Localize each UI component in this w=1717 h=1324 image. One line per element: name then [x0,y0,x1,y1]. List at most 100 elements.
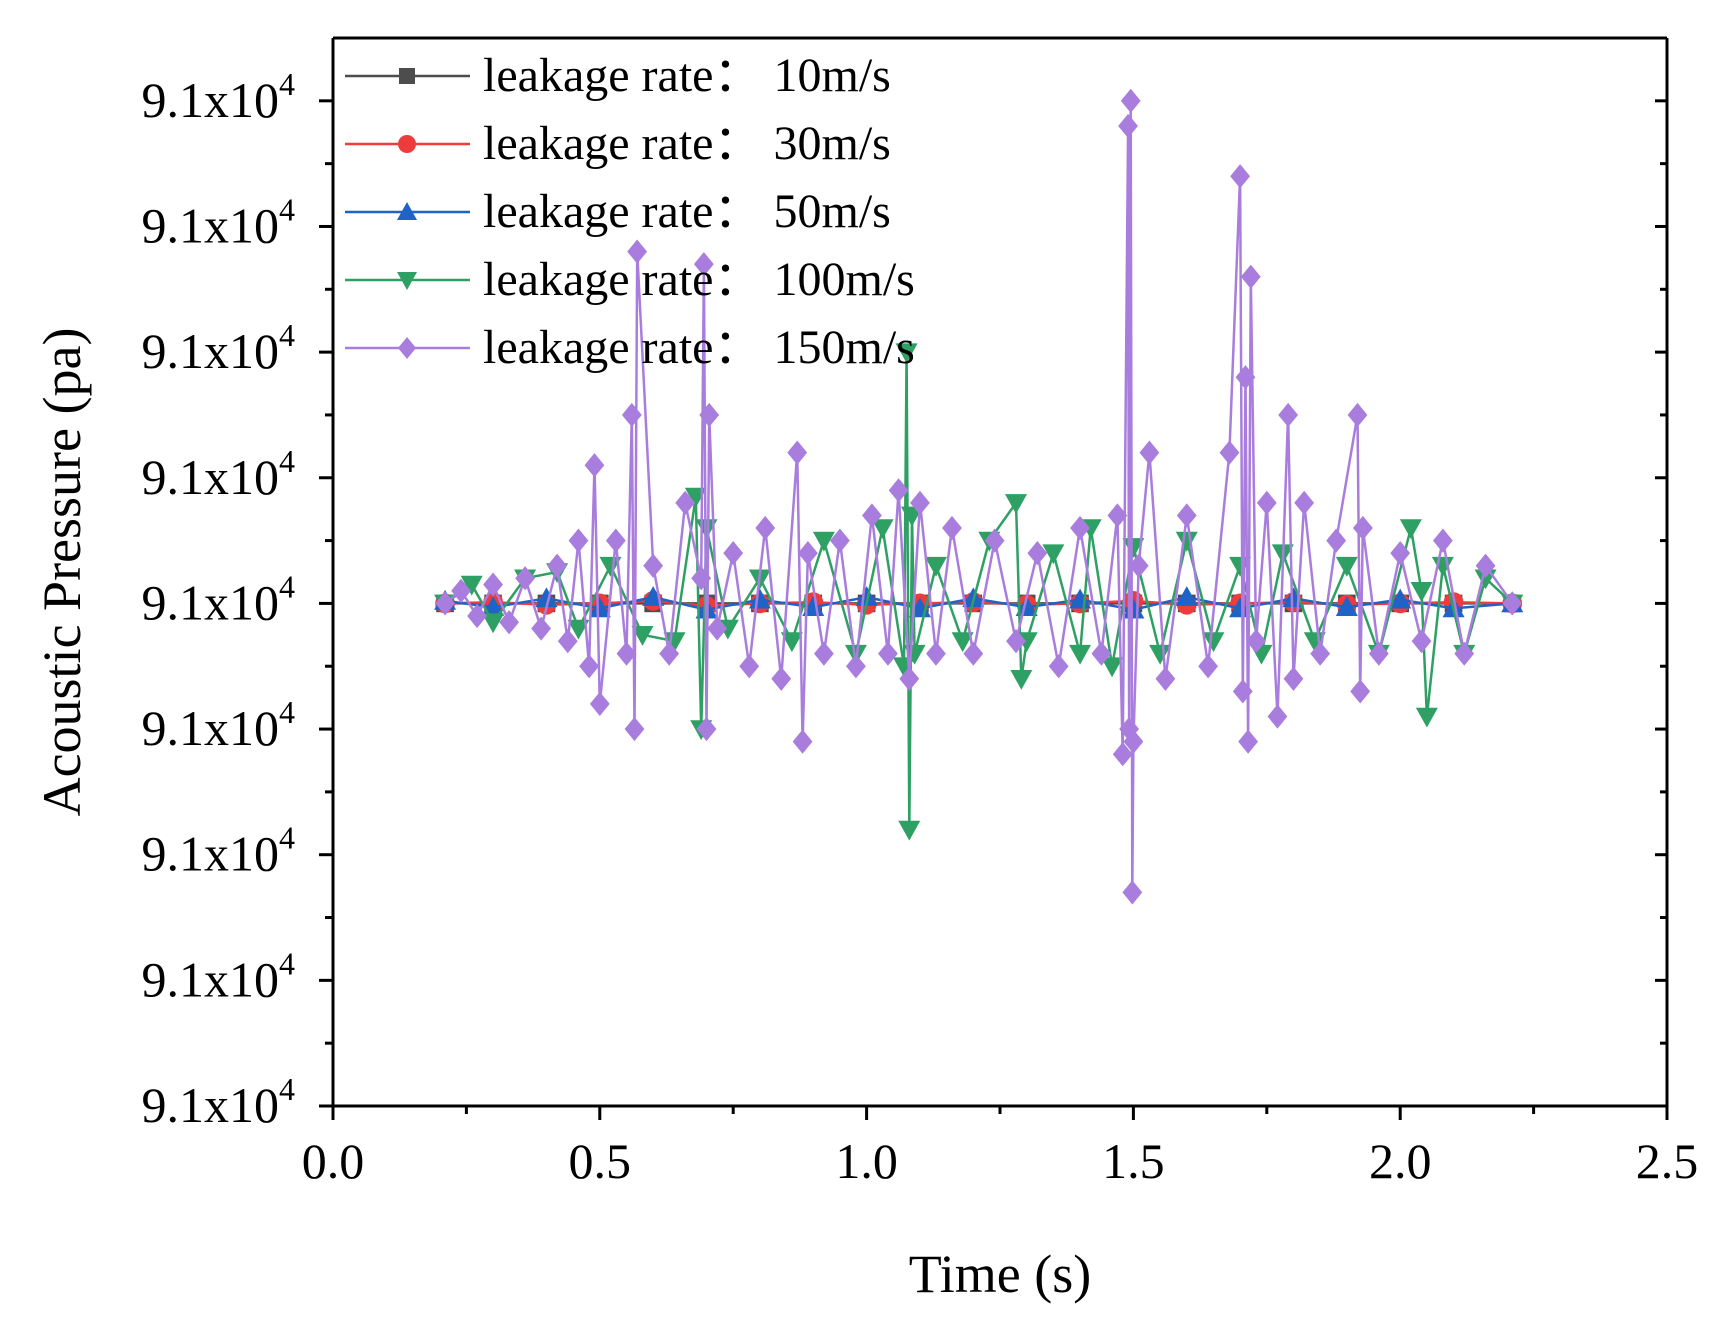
y-tick-mantissa: 9.1x10 [142,826,280,882]
y-tick-label: 9.1x104 [142,443,296,505]
data-point [846,654,866,679]
y-tick-mantissa: 9.1x10 [142,700,280,756]
data-point [792,729,813,754]
data-point [1238,729,1259,754]
data-point [451,578,471,603]
data-point [1175,531,1198,552]
legend-marker [398,135,416,153]
data-point [812,531,835,552]
data-point [924,556,947,577]
y-tick-mantissa: 9.1x10 [142,449,280,505]
y-tick-mantissa: 9.1x10 [142,1077,280,1133]
x-tick-label: 2.0 [1369,1133,1432,1189]
data-point [515,566,535,591]
data-point [903,644,926,665]
data-point [579,654,600,679]
data-point [984,528,1005,553]
legend: leakage rate： 10m/s leakage rate： 30m/s le… [345,49,915,374]
data-point [1101,657,1124,678]
data-point [1335,596,1358,616]
data-point [1415,707,1438,728]
data-point [531,616,552,641]
data-point [435,591,455,616]
data-point [1310,641,1331,666]
legend-marker [397,202,417,220]
x-axis-title: Time (s) [909,1244,1092,1304]
data-point [830,528,850,553]
data-point [699,402,720,428]
data-point [798,541,818,566]
series-5 [435,88,1523,905]
data-point [707,616,728,641]
data-point [1368,641,1389,666]
y-tick-mantissa: 9.1x10 [142,951,280,1007]
legend-entry: leakage rate： 150m/s [345,321,915,374]
legend-marker [399,68,415,84]
data-point [1410,582,1433,602]
legend-label: leakage rate： 100m/s [483,253,915,306]
y-tick-exponent: 4 [279,820,295,856]
axes-layer: 0.0 0.5 1.0 1.5 2.0 2.59.1x1049.1x1049.1x1049… [142,36,1698,1189]
y-tick-exponent: 4 [279,568,295,604]
data-point [1347,402,1368,428]
data-point [1219,440,1240,465]
data-point [1091,641,1112,666]
data-point [1411,629,1432,654]
data-point [926,641,946,666]
series-line [444,100,1514,893]
data-point [631,626,654,646]
data-point [1303,632,1326,653]
data-point [780,632,803,653]
data-point [1278,402,1299,428]
data-point [588,597,611,618]
data-point [1069,588,1092,609]
data-point [568,528,589,553]
y-tick-label: 9.1x104 [142,317,296,379]
y-axis-title: Acoustic Pressure (pa) [32,328,92,817]
data-point [1294,490,1315,515]
data-point [1256,490,1277,515]
data-point [1112,742,1133,767]
data-point [584,453,605,478]
x-tick-label: 1.5 [1102,1133,1165,1189]
legend-entry: leakage rate： 30m/s [345,117,891,170]
data-point [1175,586,1198,606]
data-point [723,541,744,566]
data-point [802,596,825,616]
data-point [675,490,696,515]
data-point [605,528,626,553]
data-point [1232,679,1253,704]
data-point [1122,880,1143,905]
data-point [1352,515,1373,541]
data-point [1155,666,1176,691]
data-point [871,519,894,540]
legend-entry: leakage rate： 10m/s [345,49,891,102]
data-point [1198,654,1219,679]
data-point [599,556,622,577]
data-point [1120,88,1141,113]
data-point [1246,629,1267,654]
data-point [1283,666,1304,691]
data-point [1229,597,1252,618]
data-point [963,641,984,666]
data-point [693,252,714,277]
series-layer [434,88,1524,905]
data-point [942,515,962,541]
data-point [855,586,878,606]
data-point [899,666,920,691]
data-point [535,587,558,608]
data-point [755,515,776,541]
data-point [557,629,578,654]
y-tick-exponent: 4 [279,317,295,353]
data-point [1390,541,1411,566]
data-point [1432,528,1453,553]
y-tick-mantissa: 9.1x10 [142,197,280,253]
data-point [627,239,648,264]
data-point [616,641,637,666]
data-point [1454,641,1475,666]
data-point [1048,654,1069,679]
data-point [643,553,664,578]
data-point [663,632,686,653]
y-tick-label: 9.1x104 [142,568,296,630]
